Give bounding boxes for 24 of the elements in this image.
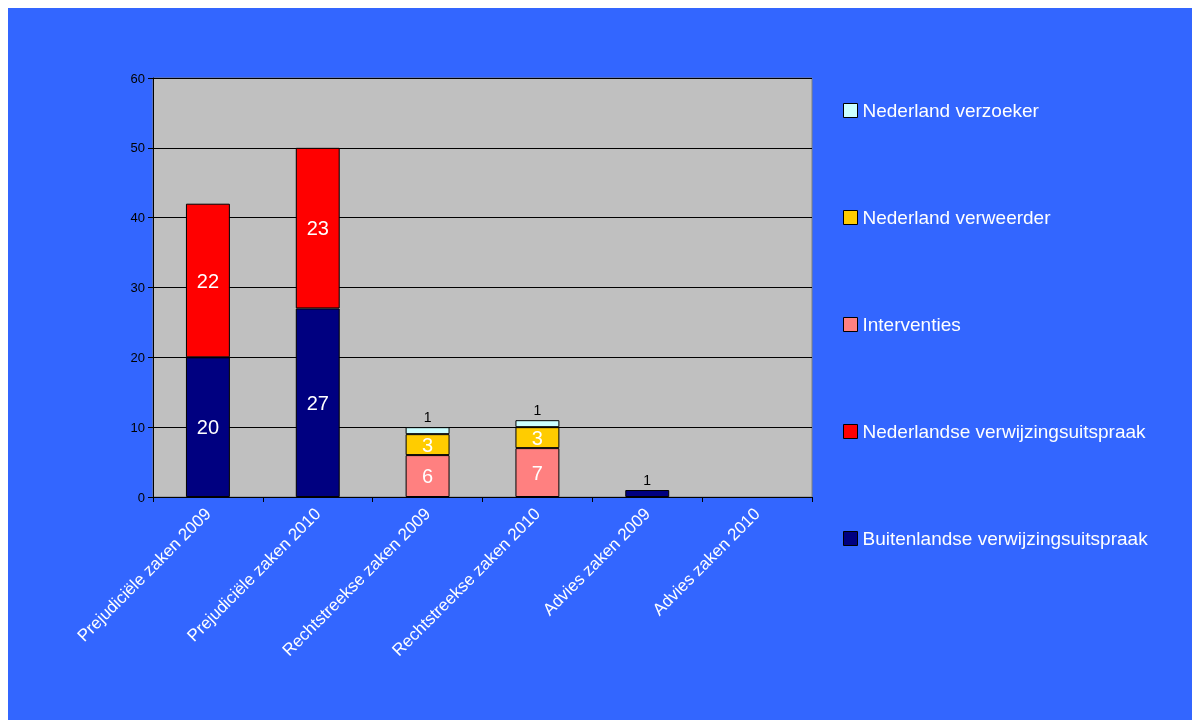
y-tick-label: 30 — [130, 280, 145, 295]
data-label: 23 — [306, 217, 329, 240]
data-label: 27 — [306, 391, 329, 414]
data-label: 7 — [531, 461, 543, 484]
data-label: 1 — [643, 472, 652, 489]
legend-label: Buitenlandse verwijzingsuitspraak — [862, 528, 1149, 549]
data-label: 3 — [422, 433, 434, 456]
data-label: 20 — [196, 416, 220, 439]
y-tick-label: 0 — [137, 489, 145, 505]
bar — [625, 490, 670, 497]
legend-label: Nederland verzoeker — [862, 100, 1040, 121]
y-tick-label: 40 — [130, 210, 145, 226]
data-label: 1 — [423, 409, 432, 426]
y-tick-label: 50 — [130, 140, 145, 156]
legend-label: Nederlandse verwijzingsuitspraak — [862, 421, 1147, 442]
data-label: 1 — [533, 402, 542, 419]
y-tick-label: 20 — [130, 349, 145, 365]
y-tick-label: 10 — [130, 419, 145, 435]
data-label: 6 — [422, 465, 434, 488]
legend-label: Nederland verweerder — [862, 207, 1052, 228]
data-label: 22 — [196, 269, 220, 292]
y-tick-label: 60 — [130, 70, 145, 86]
legend-label: Interventies — [862, 314, 961, 335]
data-label: 3 — [531, 426, 543, 449]
